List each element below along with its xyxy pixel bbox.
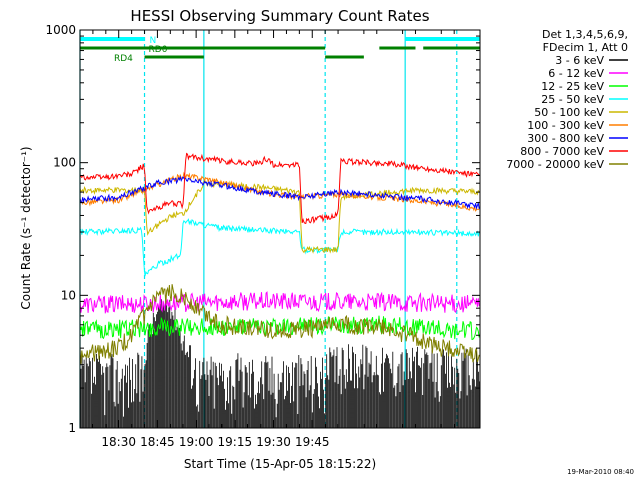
- legend-header: Det 1,3,4,5,6,9,: [542, 28, 628, 41]
- series-line-2: [79, 315, 480, 340]
- x-tick-label: 19:45: [295, 435, 330, 449]
- y-tick-label: 10: [61, 288, 76, 302]
- legend-entry-label: 800 - 7000 keV: [520, 145, 604, 158]
- y-axis-label: Count Rate (s⁻¹ detector⁻¹): [19, 146, 33, 309]
- y-tick-label: 100: [53, 156, 76, 170]
- series-line-3: [79, 218, 480, 277]
- plot-frame: [79, 29, 481, 429]
- flag-bar-label: RD0: [149, 45, 168, 55]
- legend-entry-label: 12 - 25 keV: [541, 80, 604, 93]
- series-line-4: [79, 180, 480, 254]
- chart-title: HESSI Observing Summary Count Rates: [130, 7, 429, 25]
- series-line-7: [79, 152, 480, 224]
- x-axis-label: Start Time (15-Apr-05 18:15:22): [184, 457, 376, 471]
- series-line-8: [79, 284, 480, 364]
- legend-entry-label: 300 - 800 keV: [527, 132, 604, 145]
- axes: 1 10 100 1000 18:30 18:45 19:00 19:15 19:30 19:45: [45, 23, 481, 449]
- x-tick-label: 18:45: [140, 435, 175, 449]
- legend-entry-label: 6 - 12 keV: [548, 67, 604, 80]
- series-line-1: [79, 291, 480, 314]
- flag-bar-label: N: [150, 36, 157, 46]
- series-line-5: [79, 171, 480, 212]
- series-group: [79, 152, 480, 428]
- legend-entry-label: 7000 - 20000 keV: [506, 158, 604, 171]
- series-line-6: [79, 175, 480, 210]
- x-tick-label: 19:00: [179, 435, 214, 449]
- legend-entry-label: 3 - 6 keV: [555, 54, 604, 67]
- legend-header: FDecim 1, Att 0: [543, 41, 628, 54]
- x-tick-label: 19:30: [256, 435, 291, 449]
- legend-entry-label: 100 - 300 keV: [527, 119, 604, 132]
- x-tick-label: 19:15: [218, 435, 253, 449]
- x-tick-label: 18:30: [101, 435, 136, 449]
- legend-entry-label: 50 - 100 keV: [534, 106, 604, 119]
- legend-entry-label: 25 - 50 keV: [541, 93, 604, 106]
- y-tick-label: 1000: [45, 23, 76, 37]
- flag-bar-label: RD4: [114, 54, 133, 64]
- legend: Det 1,3,4,5,6,9,FDecim 1, Att 03 - 6 keV…: [506, 28, 628, 171]
- y-tick-label: 1: [68, 421, 76, 435]
- footer-stamp: 19-Mar-2010 08:40: [567, 468, 634, 476]
